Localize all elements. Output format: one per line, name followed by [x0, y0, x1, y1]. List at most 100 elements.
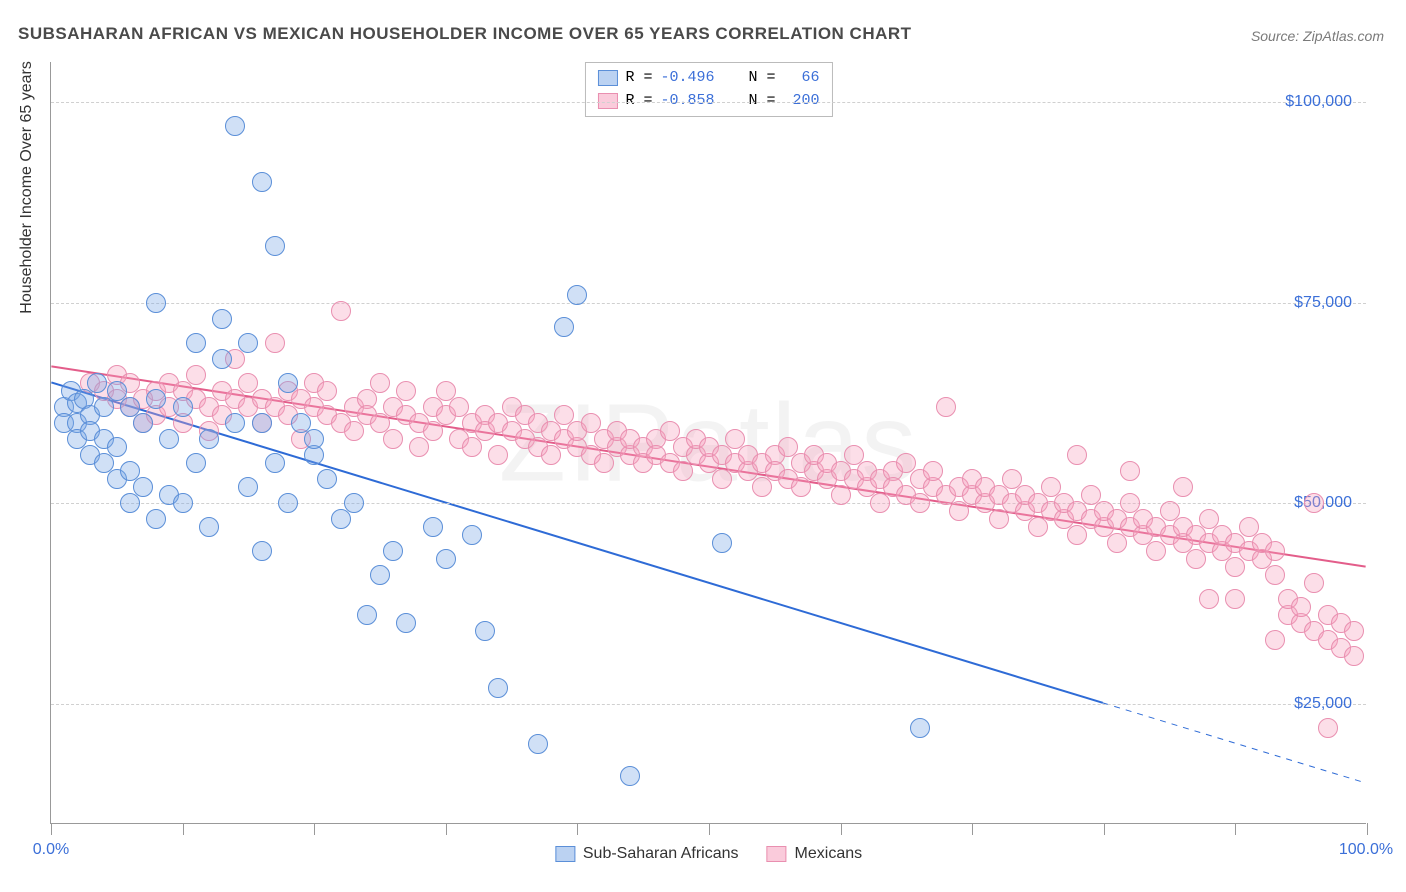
n-label: N =: [749, 67, 776, 90]
legend-label-mex: Mexicans: [795, 845, 863, 863]
scatter-point-ssa: [712, 533, 732, 553]
source-name: ZipAtlas.com: [1303, 28, 1384, 44]
x-tick: [51, 823, 52, 835]
scatter-point-ssa: [370, 565, 390, 585]
source-attribution: Source: ZipAtlas.com: [1251, 28, 1384, 44]
x-tick: [972, 823, 973, 835]
r-value-ssa: -0.496: [660, 67, 714, 90]
scatter-point-ssa: [146, 293, 166, 313]
x-tick: [1367, 823, 1368, 835]
scatter-point-ssa: [186, 453, 206, 473]
x-tick: [446, 823, 447, 835]
scatter-point-mex: [1291, 597, 1311, 617]
scatter-point-ssa: [199, 517, 219, 537]
scatter-point-mex: [462, 437, 482, 457]
r-value-mex: -0.858: [660, 90, 714, 113]
scatter-point-ssa: [212, 349, 232, 369]
scatter-point-mex: [331, 301, 351, 321]
scatter-point-ssa: [488, 678, 508, 698]
scatter-point-mex: [831, 485, 851, 505]
scatter-point-ssa: [383, 541, 403, 561]
scatter-point-mex: [752, 477, 772, 497]
n-label: N =: [749, 90, 776, 113]
scatter-point-ssa: [173, 493, 193, 513]
legend-item-ssa: Sub-Saharan Africans: [555, 845, 739, 863]
correlation-chart: SUBSAHARAN AFRICAN VS MEXICAN HOUSEHOLDE…: [0, 0, 1406, 892]
scatter-point-mex: [1225, 589, 1245, 609]
scatter-point-mex: [910, 493, 930, 513]
r-label: R =: [625, 90, 652, 113]
legend-swatch-ssa: [555, 846, 575, 862]
scatter-point-ssa: [304, 429, 324, 449]
gridline: [51, 102, 1366, 103]
legend-item-mex: Mexicans: [767, 845, 863, 863]
x-axis-max-label: 100.0%: [1339, 841, 1393, 859]
scatter-point-mex: [594, 453, 614, 473]
scatter-point-ssa: [910, 718, 930, 738]
stats-legend-box: R = -0.496 N = 66 R = -0.858 N = 200: [584, 62, 832, 117]
scatter-point-ssa: [475, 621, 495, 641]
scatter-point-ssa: [423, 517, 443, 537]
scatter-point-ssa: [554, 317, 574, 337]
scatter-point-ssa: [107, 437, 127, 457]
y-tick-label: $75,000: [1294, 294, 1352, 312]
scatter-point-ssa: [265, 236, 285, 256]
chart-title: SUBSAHARAN AFRICAN VS MEXICAN HOUSEHOLDE…: [18, 24, 912, 44]
y-tick-label: $25,000: [1294, 695, 1352, 713]
x-tick: [841, 823, 842, 835]
scatter-point-ssa: [133, 477, 153, 497]
scatter-point-ssa: [120, 493, 140, 513]
scatter-point-mex: [1067, 525, 1087, 545]
scatter-point-mex: [936, 397, 956, 417]
x-tick: [577, 823, 578, 835]
y-tick-label: $100,000: [1285, 93, 1352, 111]
scatter-point-mex: [673, 461, 693, 481]
swatch-ssa: [597, 70, 617, 86]
scatter-point-mex: [1199, 589, 1219, 609]
scatter-point-mex: [423, 421, 443, 441]
trendline-extrapolated-ssa: [1103, 703, 1366, 783]
x-axis-min-label: 0.0%: [33, 841, 69, 859]
scatter-point-mex: [344, 421, 364, 441]
scatter-point-ssa: [94, 397, 114, 417]
scatter-point-ssa: [252, 541, 272, 561]
plot-area: ZIPatlas R = -0.496 N = 66 R = -0.858 N …: [50, 62, 1366, 824]
scatter-point-mex: [1344, 646, 1364, 666]
scatter-point-ssa: [146, 389, 166, 409]
swatch-mex: [597, 93, 617, 109]
scatter-point-mex: [1265, 630, 1285, 650]
r-label: R =: [625, 67, 652, 90]
scatter-point-mex: [1225, 557, 1245, 577]
gridline: [51, 303, 1366, 304]
scatter-point-mex: [1120, 461, 1140, 481]
scatter-point-ssa: [396, 613, 416, 633]
scatter-point-ssa: [159, 429, 179, 449]
scatter-point-ssa: [199, 429, 219, 449]
scatter-point-ssa: [357, 605, 377, 625]
y-axis-title: Householder Income Over 65 years: [18, 61, 36, 314]
stats-row-mex: R = -0.858 N = 200: [597, 90, 819, 113]
x-tick: [709, 823, 710, 835]
scatter-point-ssa: [317, 469, 337, 489]
scatter-point-ssa: [87, 373, 107, 393]
source-prefix: Source:: [1251, 28, 1303, 44]
scatter-point-ssa: [436, 549, 456, 569]
x-tick: [1104, 823, 1105, 835]
scatter-point-mex: [186, 365, 206, 385]
scatter-point-mex: [1304, 493, 1324, 513]
scatter-point-mex: [265, 333, 285, 353]
legend-label-ssa: Sub-Saharan Africans: [583, 845, 739, 863]
scatter-point-ssa: [225, 116, 245, 136]
scatter-point-mex: [1186, 549, 1206, 569]
scatter-point-mex: [1146, 541, 1166, 561]
scatter-point-mex: [949, 501, 969, 521]
n-value-ssa: 66: [784, 67, 820, 90]
scatter-point-mex: [488, 445, 508, 465]
legend-swatch-mex: [767, 846, 787, 862]
scatter-point-ssa: [252, 413, 272, 433]
scatter-point-ssa: [212, 309, 232, 329]
scatter-point-mex: [1067, 445, 1087, 465]
scatter-point-mex: [317, 381, 337, 401]
scatter-point-ssa: [462, 525, 482, 545]
scatter-point-mex: [1344, 621, 1364, 641]
